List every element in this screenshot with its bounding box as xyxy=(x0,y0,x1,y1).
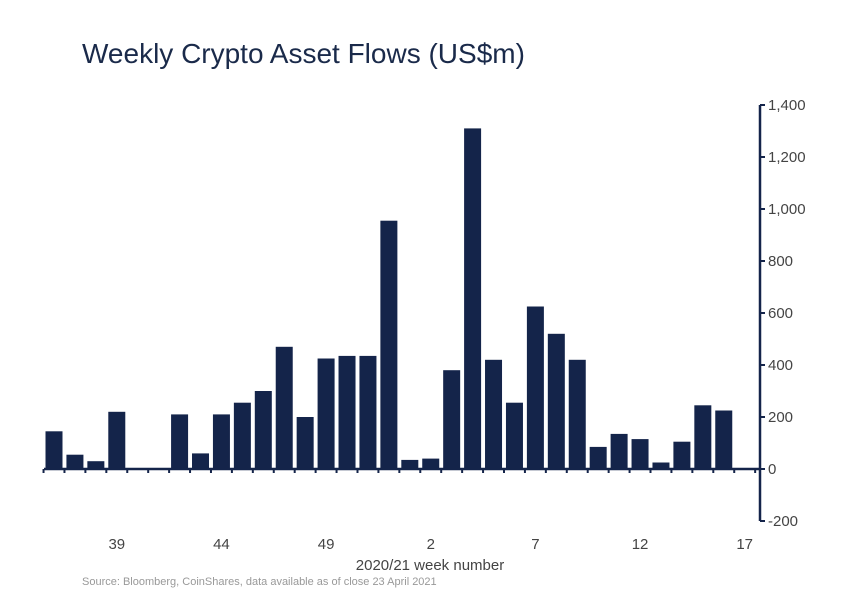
y-tick-label: 1,400 xyxy=(768,97,806,114)
bar-45 xyxy=(233,402,251,469)
y-tick-label: 600 xyxy=(768,305,793,322)
y-tick-label: -200 xyxy=(768,513,798,530)
y-tick-label: 1,000 xyxy=(768,201,806,218)
bar-51 xyxy=(359,355,377,469)
y-tick-label: 400 xyxy=(768,357,793,374)
chart-title: Weekly Crypto Asset Flows (US$m) xyxy=(82,38,525,69)
bar-48 xyxy=(296,417,314,469)
bar-14 xyxy=(673,441,691,469)
bar-13 xyxy=(652,462,670,469)
x-tick-label: 39 xyxy=(108,536,125,553)
x-tick-label: 17 xyxy=(736,536,753,553)
bar-37 xyxy=(66,454,84,469)
bar-12 xyxy=(631,439,649,469)
x-axis-label: 2020/21 week number xyxy=(355,557,505,574)
bar-2 xyxy=(422,458,440,469)
bar-9 xyxy=(568,359,586,469)
bar-4 xyxy=(464,128,482,469)
bar-38 xyxy=(87,461,105,469)
bar-47 xyxy=(275,346,293,469)
bar-3 xyxy=(443,370,461,469)
bar-6 xyxy=(505,402,523,469)
y-tick-label: 800 xyxy=(768,253,793,270)
y-tick-label: 0 xyxy=(768,461,776,478)
bar-44 xyxy=(212,414,230,469)
x-tick-label: 49 xyxy=(318,536,335,553)
x-tick-label: 12 xyxy=(632,536,649,553)
bar-50 xyxy=(338,355,356,469)
bar-5 xyxy=(485,359,503,469)
bar-46 xyxy=(254,391,272,469)
bar-52 xyxy=(380,220,398,469)
bar-1 xyxy=(401,459,419,469)
y-tick-label: 1,200 xyxy=(768,149,806,166)
bar-10 xyxy=(589,446,607,469)
bar-7 xyxy=(526,306,544,469)
bar-42 xyxy=(171,414,189,469)
bar-16 xyxy=(715,410,733,469)
x-tick-label: 2 xyxy=(427,536,435,553)
bar-49 xyxy=(317,358,335,469)
x-tick-label: 44 xyxy=(213,536,230,553)
bar-8 xyxy=(547,333,565,469)
x-tick-label: 7 xyxy=(531,536,539,553)
bar-11 xyxy=(610,433,628,469)
bar-43 xyxy=(192,453,210,469)
bar-39 xyxy=(108,411,126,469)
y-tick-label: 200 xyxy=(768,409,793,426)
bar-15 xyxy=(694,405,712,469)
source-note: Source: Bloomberg, CoinShares, data avai… xyxy=(82,576,437,588)
bar-36 xyxy=(45,431,63,469)
